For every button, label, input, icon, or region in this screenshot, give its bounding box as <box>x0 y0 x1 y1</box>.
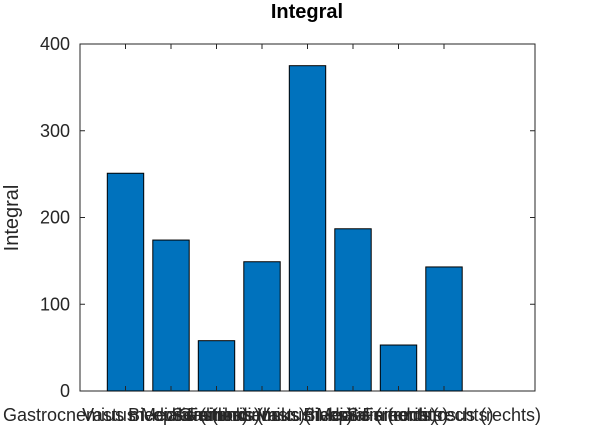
x-tick-label: Semitendinosus (rechts) <box>347 405 541 425</box>
bar <box>106 172 145 392</box>
x-tick-label: Gastrocnemius medialis (links) <box>3 405 248 425</box>
bar <box>288 65 327 392</box>
x-tick-label: Vastus Medialis (links) <box>82 405 260 425</box>
y-axis-ticks: 0 100 200 300 400 <box>40 34 535 401</box>
y-tick-label: 200 <box>40 208 70 228</box>
x-tick-label: Biceps Femoris (rechts) <box>303 405 493 425</box>
y-tick-label: 0 <box>60 381 70 401</box>
bar <box>334 228 372 392</box>
bar-series <box>106 65 463 392</box>
bar <box>197 340 236 392</box>
x-axis-tick-labels: Gastrocnemius medialis (links)Vastus Med… <box>3 44 541 425</box>
y-tick-label: 300 <box>40 121 70 141</box>
y-tick-label: 100 <box>40 294 70 314</box>
bar <box>425 266 463 392</box>
y-axis-label: Integral <box>1 185 23 252</box>
x-tick-label: Biceps Femoris (links) <box>128 405 305 425</box>
bar <box>379 344 418 392</box>
x-tick-label: Vastus Medialis (rechts) <box>258 405 449 425</box>
chart-title: Integral <box>271 1 343 23</box>
y-tick-label: 400 <box>40 34 70 54</box>
x-tick-label: Gastrocnemius medialis (rechts) <box>178 405 436 425</box>
x-tick-label: Semitendinosus (links) <box>171 405 352 425</box>
bar <box>152 239 190 392</box>
bar <box>243 261 281 392</box>
